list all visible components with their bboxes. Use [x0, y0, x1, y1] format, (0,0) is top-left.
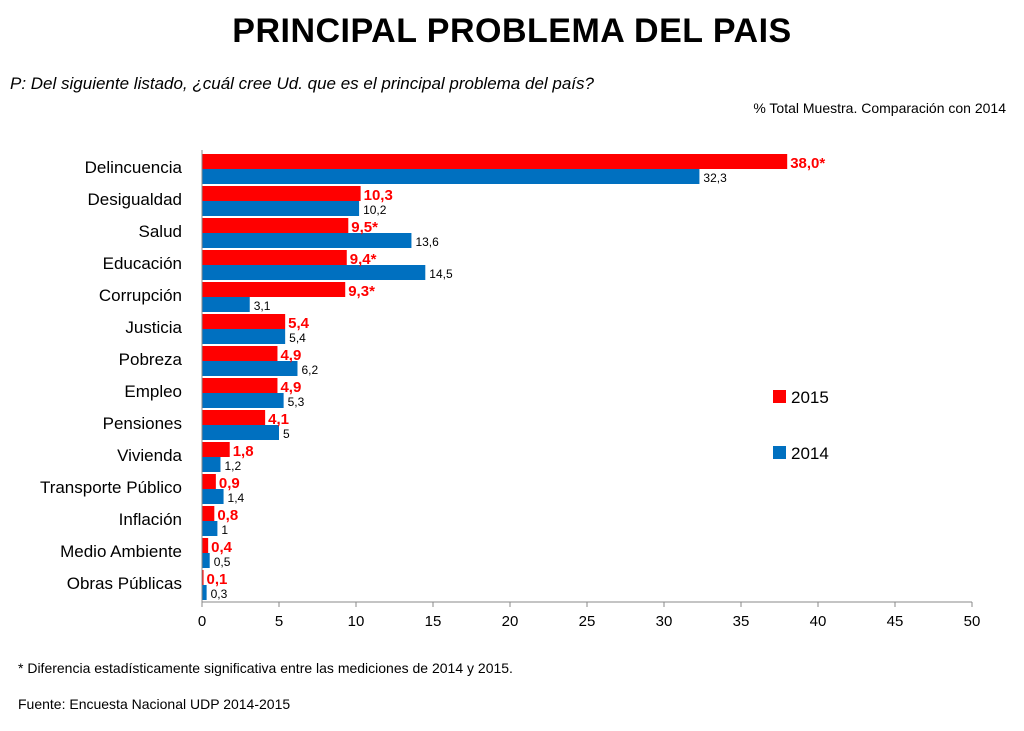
bar-2014: [202, 265, 426, 280]
data-label-2015: 4,1: [268, 411, 289, 428]
data-label-2015: 0,9: [219, 475, 240, 492]
bar-2015: [202, 282, 346, 297]
legend-swatch-2014: [773, 446, 786, 459]
category-label: Vivienda: [117, 446, 182, 465]
bar-2014: [202, 457, 221, 472]
bar-2014: [202, 521, 218, 536]
data-label-2015: 0,8: [217, 507, 238, 524]
category-label: Salud: [139, 222, 182, 241]
bar-2014: [202, 297, 250, 312]
x-tick-label: 35: [733, 613, 750, 630]
data-label-2015: 9,5*: [351, 219, 378, 236]
bar-2015: [202, 538, 209, 553]
data-label-2015: 10,3: [364, 187, 393, 204]
bar-2014: [202, 585, 207, 600]
bar-2014: [202, 329, 286, 344]
data-label-2015: 9,4*: [350, 251, 377, 268]
bar-2014: [202, 361, 298, 376]
bar-2015: [202, 314, 286, 329]
x-tick-label: 40: [810, 613, 827, 630]
data-label-2015: 5,4: [288, 315, 310, 332]
category-label: Inflación: [119, 510, 182, 529]
data-label-2014: 14,5: [429, 267, 453, 281]
category-label: Medio Ambiente: [60, 542, 182, 561]
data-label-2014: 1,4: [228, 491, 245, 505]
category-label: Justicia: [125, 318, 182, 337]
legend-swatch-2015: [773, 390, 786, 403]
bar-2015: [202, 506, 215, 521]
bar-2014: [202, 393, 284, 408]
bar-2014: [202, 425, 279, 440]
x-tick-label: 45: [887, 613, 904, 630]
data-label-2015: 0,4: [211, 539, 233, 556]
x-tick-label: 50: [964, 613, 981, 630]
data-label-2014: 13,6: [415, 235, 439, 249]
x-tick-label: 15: [425, 613, 442, 630]
bar-2015: [202, 474, 216, 489]
data-label-2014: 10,2: [363, 203, 387, 217]
data-label-2014: 5,3: [288, 395, 305, 409]
category-label: Empleo: [124, 382, 182, 401]
bar-2014: [202, 553, 210, 568]
category-label: Desigualdad: [87, 190, 182, 209]
source-note: Fuente: Encuesta Nacional UDP 2014-2015: [18, 696, 291, 712]
bar-2015: [202, 442, 230, 457]
data-label-2014: 5,4: [289, 331, 306, 345]
data-label-2015: 9,3*: [348, 283, 375, 300]
category-label: Transporte Público: [40, 478, 182, 497]
category-label: Pensiones: [103, 414, 182, 433]
data-label-2015: 1,8: [233, 443, 254, 460]
category-label: Corrupción: [99, 286, 182, 305]
bar-2014: [202, 169, 700, 184]
category-label: Obras Públicas: [67, 574, 182, 593]
data-label-2014: 6,2: [301, 363, 318, 377]
category-label: Pobreza: [119, 350, 183, 369]
data-label-2014: 0,3: [211, 587, 228, 601]
data-label-2015: 38,0*: [790, 155, 825, 172]
data-label-2014: 5: [283, 427, 290, 441]
data-label-2014: 1,2: [224, 459, 241, 473]
x-tick-label: 0: [198, 613, 206, 630]
bar-2015: [202, 250, 347, 265]
page-title: PRINCIPAL PROBLEMA DEL PAIS: [232, 12, 792, 50]
x-tick-label: 5: [275, 613, 283, 630]
data-label-2014: 1: [221, 523, 228, 537]
bar-2014: [202, 201, 360, 216]
data-label-2015: 4,9: [280, 379, 301, 396]
bar-2015: [202, 378, 278, 393]
data-label-2015: 4,9: [280, 347, 301, 364]
data-label-2014: 32,3: [703, 171, 727, 185]
bar-2015: [202, 186, 361, 201]
legend-label-2014: 2014: [791, 444, 829, 463]
category-label: Educación: [103, 254, 182, 273]
bar-2015: [202, 570, 204, 585]
bar-2015: [202, 410, 266, 425]
survey-question: P: Del siguiente listado, ¿cuál cree Ud.…: [10, 74, 594, 93]
x-tick-label: 30: [656, 613, 673, 630]
bar-2014: [202, 233, 412, 248]
category-label: Delincuencia: [85, 158, 183, 177]
chart-subtitle: % Total Muestra. Comparación con 2014: [753, 100, 1006, 116]
data-label-2014: 0,5: [214, 555, 231, 569]
bar-2014: [202, 489, 224, 504]
x-tick-label: 25: [579, 613, 596, 630]
x-tick-label: 20: [502, 613, 519, 630]
footnote: * Diferencia estadísticamente significat…: [18, 660, 513, 676]
data-label-2015: 0,1: [207, 571, 228, 588]
bar-2015: [202, 218, 349, 233]
data-label-2014: 3,1: [254, 299, 271, 313]
bar-2015: [202, 154, 788, 169]
legend-label-2015: 2015: [791, 388, 829, 407]
bar-2015: [202, 346, 278, 361]
x-tick-label: 10: [348, 613, 365, 630]
